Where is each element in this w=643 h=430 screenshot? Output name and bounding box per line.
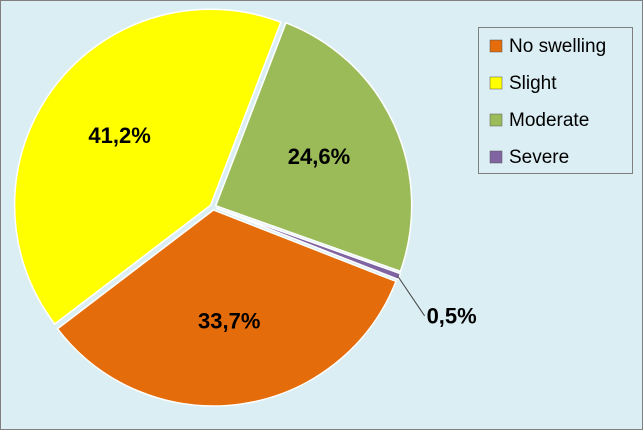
pie-slice	[56, 209, 397, 407]
pie-slice	[214, 21, 413, 273]
data-label: 24,6%	[288, 144, 350, 169]
pie-slice	[215, 207, 402, 281]
legend-label: Slight	[509, 73, 557, 94]
legend-swatch	[489, 76, 503, 90]
legend-swatch	[489, 113, 503, 127]
legend-label: No swelling	[509, 36, 606, 57]
data-label: 0,5%	[427, 304, 477, 329]
legend-label: Moderate	[509, 110, 589, 131]
legend-swatch	[489, 150, 503, 164]
leader-line	[397, 275, 425, 317]
data-label: 41,2%	[88, 123, 150, 148]
pie-slice	[13, 8, 282, 326]
pie: 24,6% 0,5% 33,7% 41,2%	[13, 8, 477, 407]
legend: No swelling Slight Moderate Severe	[489, 36, 606, 168]
legend-swatch	[489, 39, 503, 53]
data-label: 33,7%	[198, 308, 260, 333]
legend-box	[478, 27, 633, 174]
legend-label: Severe	[509, 147, 569, 168]
